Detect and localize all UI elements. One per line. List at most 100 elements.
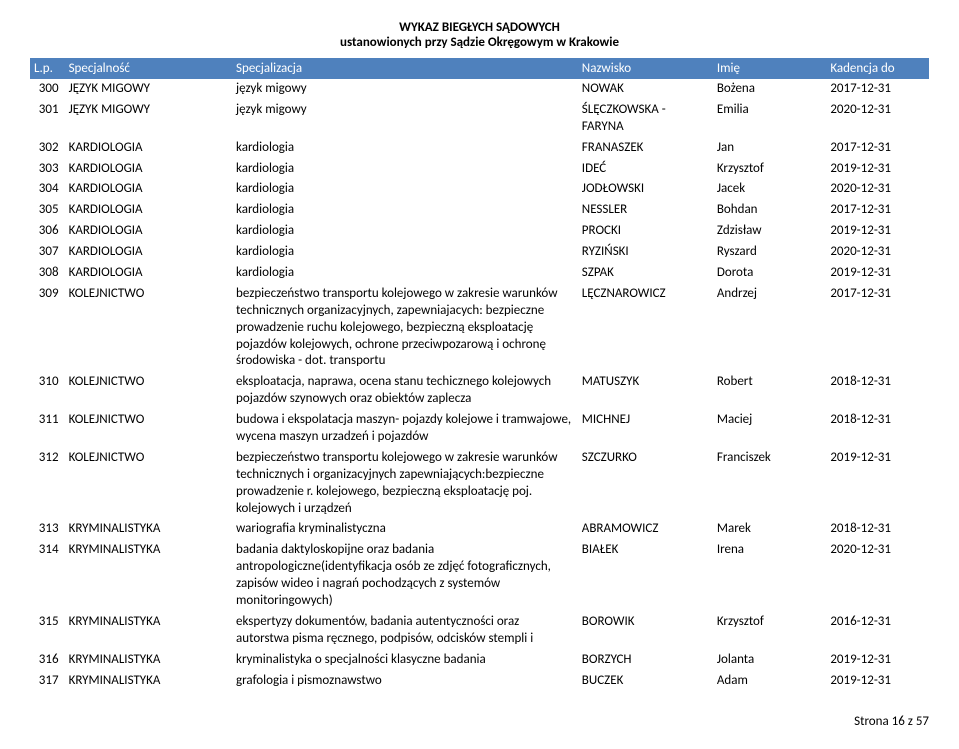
cell-imie: Emilia <box>713 100 826 138</box>
col-header-nazw: Nazwisko <box>578 58 713 79</box>
cell-specz: eksploatacja, naprawa, ocena stanu techi… <box>232 372 578 410</box>
cell-nazw: MATUSZYK <box>578 372 713 410</box>
cell-lp: 313 <box>30 519 65 540</box>
cell-nazw: SZCZURKO <box>578 448 713 520</box>
cell-spec: KRYMINALISTYKA <box>65 519 232 540</box>
cell-nazw: BUCZEK <box>578 671 713 692</box>
cell-lp: 302 <box>30 138 65 159</box>
cell-specz: ekspertyzy dokumentów, badania autentycz… <box>232 612 578 650</box>
cell-imie: Bohdan <box>713 200 826 221</box>
cell-specz: bezpieczeństwo transportu kolejowego w z… <box>232 284 578 372</box>
col-header-imie: Imię <box>713 58 826 79</box>
table-row: 311KOLEJNICTWObudowa i ekspolatacja masz… <box>30 410 929 448</box>
cell-nazw: MICHNEJ <box>578 410 713 448</box>
table-row: 303KARDIOLOGIAkardiologiaIDEĆKrzysztof20… <box>30 159 929 180</box>
cell-imie: Jan <box>713 138 826 159</box>
cell-lp: 307 <box>30 242 65 263</box>
cell-specz: bezpieczeństwo transportu kolejowego w z… <box>232 448 578 520</box>
table-row: 300JĘZYK MIGOWYjęzyk migowyNOWAKBożena20… <box>30 79 929 100</box>
cell-lp: 308 <box>30 263 65 284</box>
experts-table: L.p. Specjalność Specjalizacja Nazwisko … <box>30 58 929 692</box>
col-header-spec: Specjalność <box>65 58 232 79</box>
table-row: 305KARDIOLOGIAkardiologiaNESSLERBohdan20… <box>30 200 929 221</box>
table-row: 304KARDIOLOGIAkardiologiaJODŁOWSKIJacek2… <box>30 179 929 200</box>
cell-kad: 2019-12-31 <box>826 448 929 520</box>
cell-imie: Adam <box>713 671 826 692</box>
cell-imie: Dorota <box>713 263 826 284</box>
cell-spec: KOLEJNICTWO <box>65 284 232 372</box>
cell-specz: kardiologia <box>232 263 578 284</box>
cell-nazw: BIAŁEK <box>578 540 713 612</box>
cell-specz: kardiologia <box>232 138 578 159</box>
col-header-kad: Kadencja do <box>826 58 929 79</box>
table-row: 314KRYMINALISTYKAbadania daktyloskopijne… <box>30 540 929 612</box>
cell-imie: Bożena <box>713 79 826 100</box>
cell-spec: KARDIOLOGIA <box>65 159 232 180</box>
cell-spec: JĘZYK MIGOWY <box>65 79 232 100</box>
cell-nazw: NESSLER <box>578 200 713 221</box>
cell-imie: Marek <box>713 519 826 540</box>
cell-nazw: RYZIŃSKI <box>578 242 713 263</box>
cell-spec: KRYMINALISTYKA <box>65 540 232 612</box>
cell-specz: wariografia kryminalistyczna <box>232 519 578 540</box>
cell-imie: Ryszard <box>713 242 826 263</box>
cell-lp: 300 <box>30 79 65 100</box>
table-row: 312KOLEJNICTWObezpieczeństwo transportu … <box>30 448 929 520</box>
cell-kad: 2020-12-31 <box>826 100 929 138</box>
cell-kad: 2016-12-31 <box>826 612 929 650</box>
cell-specz: budowa i ekspolatacja maszyn- pojazdy ko… <box>232 410 578 448</box>
cell-imie: Franciszek <box>713 448 826 520</box>
table-row: 306KARDIOLOGIAkardiologiaPROCKIZdzisław2… <box>30 221 929 242</box>
cell-imie: Krzysztof <box>713 612 826 650</box>
cell-lp: 301 <box>30 100 65 138</box>
cell-kad: 2018-12-31 <box>826 519 929 540</box>
document-header: WYKAZ BIEGŁYCH SĄDOWYCH ustanowionych pr… <box>30 20 929 50</box>
cell-lp: 315 <box>30 612 65 650</box>
cell-imie: Jolanta <box>713 650 826 671</box>
cell-spec: KOLEJNICTWO <box>65 372 232 410</box>
table-row: 307KARDIOLOGIAkardiologiaRYZIŃSKIRyszard… <box>30 242 929 263</box>
cell-imie: Irena <box>713 540 826 612</box>
cell-spec: KRYMINALISTYKA <box>65 612 232 650</box>
cell-kad: 2017-12-31 <box>826 138 929 159</box>
cell-specz: kardiologia <box>232 200 578 221</box>
cell-nazw: FRANASZEK <box>578 138 713 159</box>
cell-imie: Andrzej <box>713 284 826 372</box>
table-row: 302KARDIOLOGIAkardiologiaFRANASZEKJan201… <box>30 138 929 159</box>
cell-kad: 2020-12-31 <box>826 179 929 200</box>
cell-lp: 317 <box>30 671 65 692</box>
cell-imie: Robert <box>713 372 826 410</box>
cell-nazw: PROCKI <box>578 221 713 242</box>
cell-spec: KARDIOLOGIA <box>65 179 232 200</box>
cell-spec: KRYMINALISTYKA <box>65 671 232 692</box>
table-row: 316KRYMINALISTYKAkryminalistyka o specja… <box>30 650 929 671</box>
cell-specz: kardiologia <box>232 242 578 263</box>
cell-kad: 2020-12-31 <box>826 540 929 612</box>
table-header-row: L.p. Specjalność Specjalizacja Nazwisko … <box>30 58 929 79</box>
header-line-1: WYKAZ BIEGŁYCH SĄDOWYCH <box>30 20 929 35</box>
cell-nazw: LĘCZNAROWICZ <box>578 284 713 372</box>
cell-imie: Zdzisław <box>713 221 826 242</box>
cell-spec: KARDIOLOGIA <box>65 221 232 242</box>
cell-kad: 2020-12-31 <box>826 242 929 263</box>
cell-specz: kardiologia <box>232 159 578 180</box>
cell-nazw: IDEĆ <box>578 159 713 180</box>
cell-imie: Jacek <box>713 179 826 200</box>
cell-kad: 2017-12-31 <box>826 79 929 100</box>
cell-nazw: JODŁOWSKI <box>578 179 713 200</box>
cell-spec: KARDIOLOGIA <box>65 138 232 159</box>
cell-spec: KOLEJNICTWO <box>65 448 232 520</box>
cell-kad: 2018-12-31 <box>826 410 929 448</box>
cell-spec: KARDIOLOGIA <box>65 200 232 221</box>
cell-spec: KARDIOLOGIA <box>65 242 232 263</box>
header-line-2: ustanowionych przy Sądzie Okręgowym w Kr… <box>30 35 929 50</box>
cell-spec: KOLEJNICTWO <box>65 410 232 448</box>
cell-lp: 312 <box>30 448 65 520</box>
col-header-lp: L.p. <box>30 58 65 79</box>
cell-kad: 2019-12-31 <box>826 159 929 180</box>
cell-kad: 2019-12-31 <box>826 671 929 692</box>
table-row: 317KRYMINALISTYKAgrafologia i pismoznaws… <box>30 671 929 692</box>
table-body: 300JĘZYK MIGOWYjęzyk migowyNOWAKBożena20… <box>30 79 929 692</box>
cell-specz: kryminalistyka o specjalności klasyczne … <box>232 650 578 671</box>
cell-nazw: BORZYCH <box>578 650 713 671</box>
